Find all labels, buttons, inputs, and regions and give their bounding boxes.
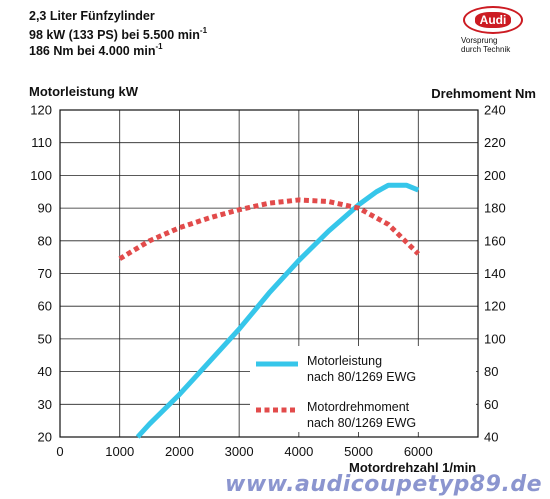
y-left-tick-label: 100 [30, 168, 52, 183]
y-left-tick-label: 120 [30, 103, 52, 118]
y-right-tick-label: 160 [484, 233, 506, 248]
legend-torque-label: Motordrehmoment [307, 400, 410, 414]
audi-slogan: Vorsprung durch Technik [461, 36, 511, 54]
engine-title: 2,3 Liter Fünfzylinder [29, 9, 155, 23]
x-tick-label: 0 [56, 444, 63, 459]
y-left-tick-label: 70 [38, 266, 52, 281]
audi-oval-emblem: Audi [463, 6, 523, 34]
plot-frame [59, 109, 479, 438]
y-left-tick-label: 90 [38, 201, 52, 216]
y-left-tick-label: 110 [31, 135, 52, 150]
y-right-tick-label: 180 [484, 201, 506, 216]
y-left-tick-label: 30 [38, 397, 52, 412]
x-tick-label: 6000 [404, 444, 433, 459]
y-right-tick-label: 60 [484, 397, 498, 412]
x-tick-label: 1000 [105, 444, 134, 459]
engine-power-spec: 98 kW (133 PS) bei 5.500 min-1 [29, 26, 208, 43]
y-right-tick-label: 200 [484, 168, 506, 183]
legend-box [250, 346, 476, 432]
y-left-tick-label: 50 [38, 331, 52, 346]
y-right-tick-label: 220 [484, 135, 506, 150]
legend-power-label: Motorleistung [307, 354, 382, 368]
legend-torque-label-line2: nach 80/1269 EWG [307, 416, 416, 430]
x-axis-label: Motordrehzahl 1/min [349, 460, 477, 475]
y-right-tick-label: 120 [484, 299, 506, 314]
y-left-tick-label: 80 [38, 233, 52, 248]
website-watermark: www.audicoupetyp89.de [225, 472, 542, 497]
y-right-tick-label: 80 [484, 364, 498, 379]
legend-power-label-line2: nach 80/1269 EWG [307, 370, 416, 384]
power-curve-line [135, 182, 420, 439]
y-right-tick-label: 100 [484, 331, 506, 346]
y-left-tick-label: 60 [38, 299, 52, 314]
y-left-tick-label: 20 [38, 430, 52, 445]
y-left-tick-label: 40 [38, 364, 52, 379]
x-tick-label: 2000 [165, 444, 194, 459]
y-right-tick-label: 140 [484, 266, 506, 281]
audi-logo: Audi Vorsprung durch Technik [453, 6, 545, 54]
y-right-axis-label: Drehmoment Nm [431, 86, 536, 101]
y-right-tick-label: 240 [484, 103, 506, 118]
x-tick-label: 5000 [344, 444, 373, 459]
y-left-axis-label: Motorleistung kW [29, 84, 139, 99]
x-tick-label: 3000 [225, 444, 254, 459]
y-right-tick-label: 40 [484, 430, 498, 445]
x-tick-label: 4000 [284, 444, 313, 459]
engine-torque-spec: 186 Nm bei 4.000 min-1 [29, 42, 163, 59]
